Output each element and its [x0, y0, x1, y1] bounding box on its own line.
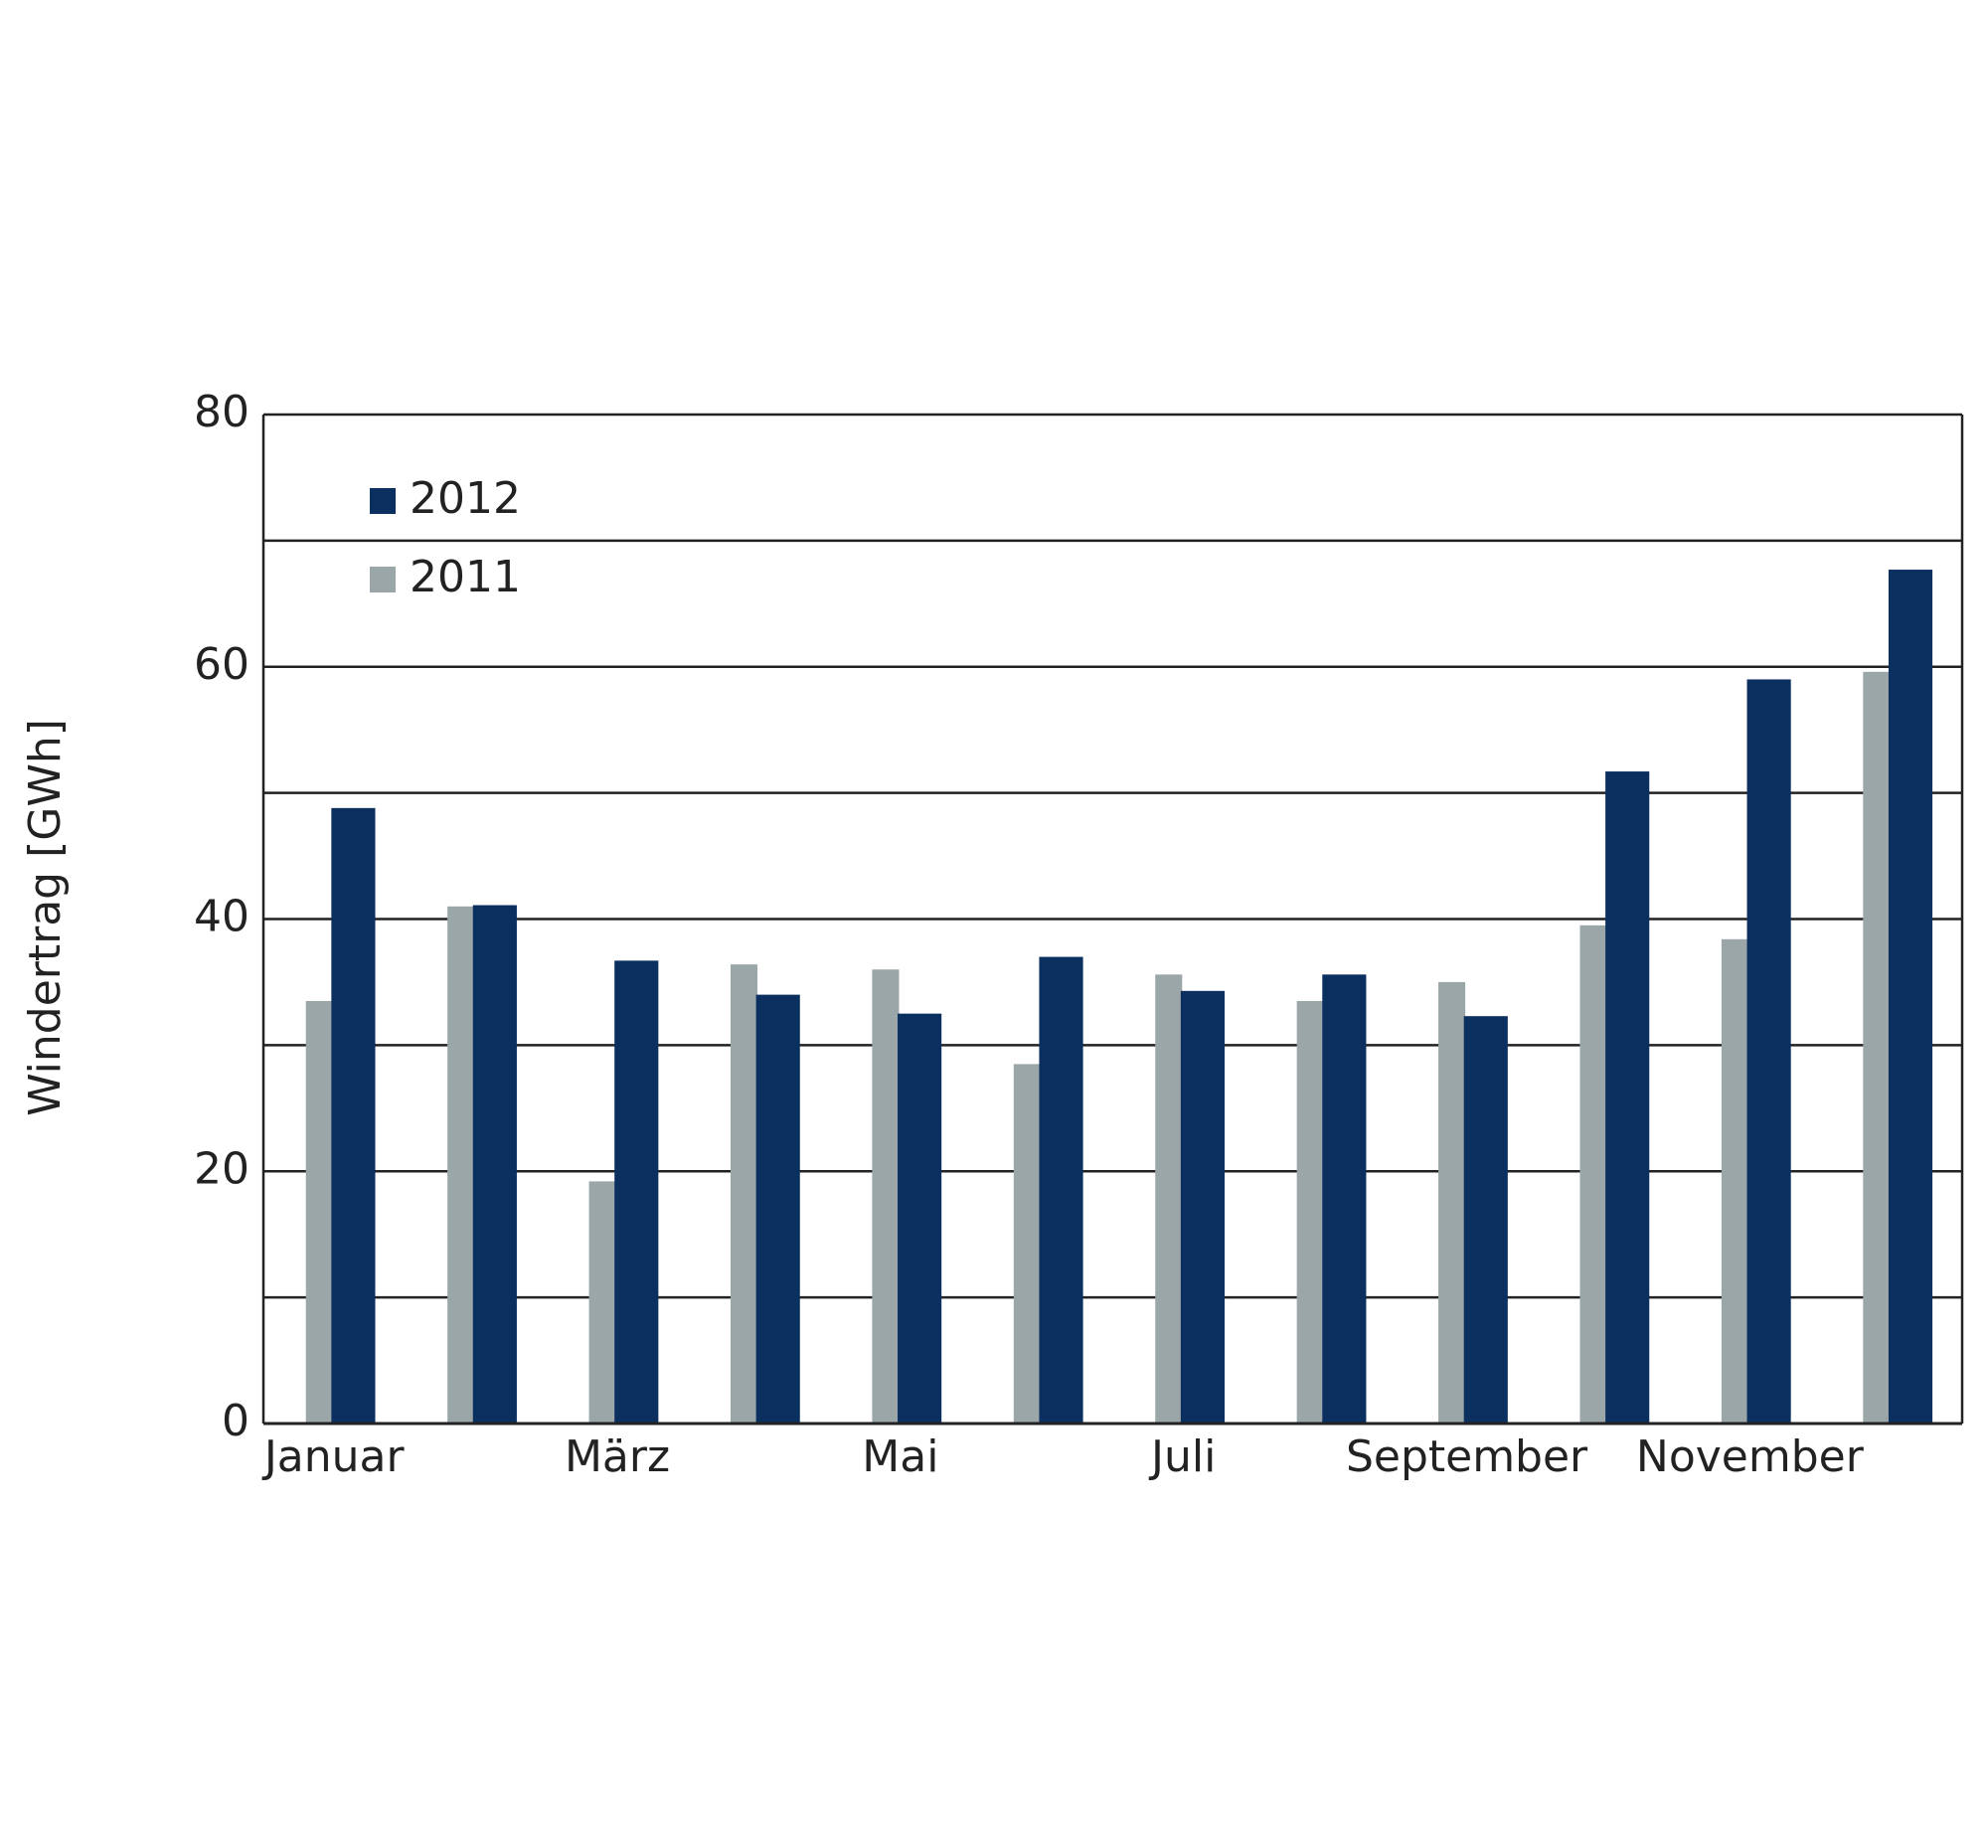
bar — [1605, 771, 1650, 1424]
bar — [1888, 570, 1933, 1424]
bar — [1438, 981, 1466, 1424]
legend-label: 2012 — [410, 473, 521, 524]
bar — [1463, 1016, 1508, 1424]
x-tick-label: September — [1346, 1431, 1588, 1482]
bar — [331, 807, 376, 1424]
bar — [1296, 1000, 1324, 1424]
legend-swatch — [370, 567, 396, 592]
legend-swatch — [370, 488, 396, 514]
y-tick-label: 80 — [194, 387, 249, 437]
y-tick-label: 60 — [194, 639, 249, 690]
bar — [305, 1000, 333, 1424]
bar — [447, 906, 475, 1424]
bar — [730, 964, 758, 1424]
x-tick-label: Januar — [261, 1431, 406, 1482]
bar — [1180, 990, 1226, 1424]
legend-label: 2011 — [410, 552, 521, 602]
x-tick-label: März — [565, 1431, 670, 1482]
x-tick-label: Mai — [862, 1431, 938, 1482]
bar — [755, 994, 800, 1424]
y-tick-label: 20 — [194, 1143, 249, 1194]
bar — [898, 1013, 942, 1424]
bar — [1322, 974, 1367, 1424]
y-tick-label: 40 — [194, 892, 249, 942]
x-tick-label: Juli — [1148, 1431, 1216, 1482]
bar — [1746, 679, 1791, 1424]
bar — [614, 960, 659, 1424]
bar — [1155, 974, 1183, 1424]
bar — [872, 969, 900, 1424]
bar — [1863, 671, 1891, 1424]
bar — [1039, 956, 1083, 1424]
bar — [1721, 938, 1748, 1424]
y-axis-label: Windertrag [GWh] — [20, 719, 71, 1116]
bar — [1579, 924, 1607, 1424]
bar — [1013, 1064, 1041, 1424]
x-tick-label: November — [1636, 1431, 1865, 1482]
bar — [588, 1181, 616, 1424]
bar — [472, 905, 517, 1424]
y-tick-label: 0 — [222, 1396, 249, 1446]
